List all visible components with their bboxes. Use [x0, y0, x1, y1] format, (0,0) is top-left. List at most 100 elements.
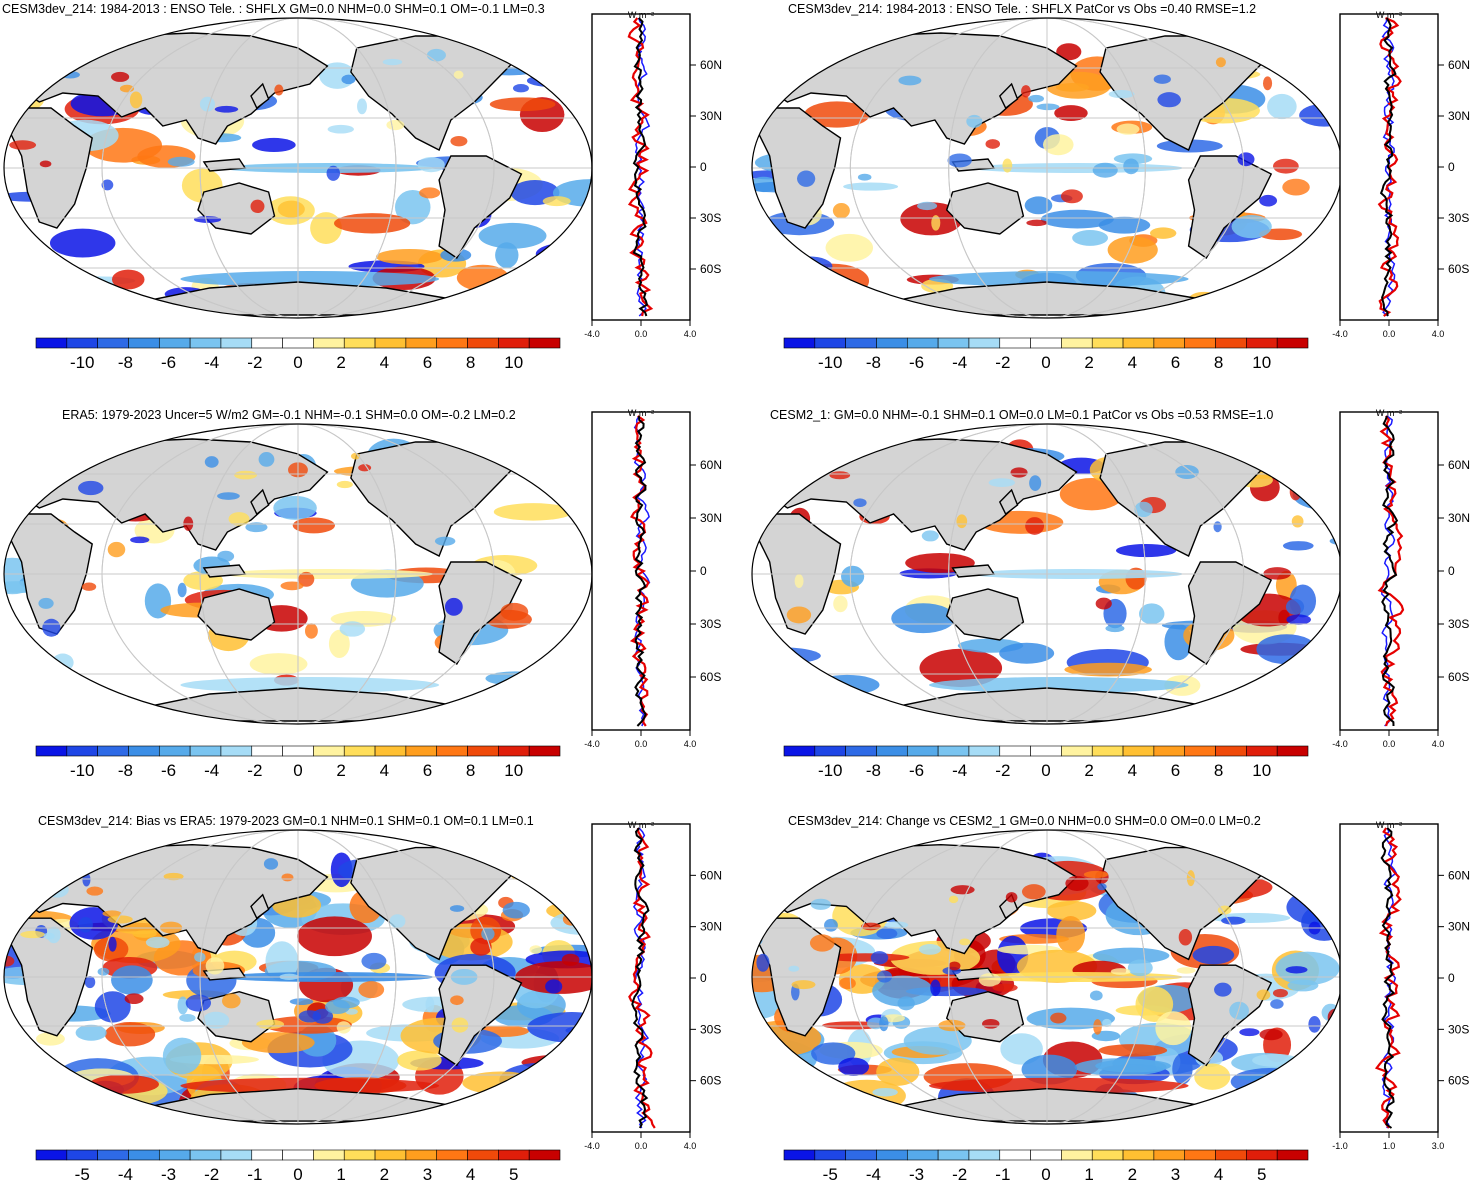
land-anomaly — [777, 66, 800, 78]
colorbar-swatch — [220, 1149, 253, 1161]
anomaly-patch — [1092, 947, 1170, 964]
southern-ocean-band — [929, 1077, 1189, 1094]
colorbar-label: -10 — [818, 353, 843, 372]
anomaly-patch — [44, 669, 73, 700]
land-anomaly — [1026, 219, 1048, 227]
anomaly-patch — [1149, 227, 1177, 239]
latitude-label: 60N — [1448, 458, 1470, 472]
anomaly-patch — [375, 248, 443, 265]
latitude-label: 0 — [700, 160, 707, 174]
anomaly-patch — [1231, 214, 1272, 239]
colorbar-label: 2 — [1084, 353, 1093, 372]
land-anomaly — [389, 914, 406, 929]
land-anomaly — [1102, 1018, 1112, 1028]
anomaly-patch — [841, 565, 865, 587]
colorbar-swatch — [876, 1149, 908, 1161]
anomaly-patch — [1040, 209, 1114, 229]
anomaly-patch — [811, 1042, 856, 1065]
anomaly-patch — [838, 1057, 870, 1077]
graticule — [752, 18, 1342, 318]
colorbar-swatch — [876, 745, 908, 757]
colorbar-swatch — [66, 1149, 98, 1161]
land-anomaly — [950, 885, 975, 895]
colorbar-swatch — [1030, 337, 1062, 349]
southern-ocean-band — [929, 677, 1189, 693]
colorbar-label: -8 — [118, 353, 133, 372]
colorbar-swatch — [1276, 1149, 1309, 1161]
anomaly-patch — [310, 212, 342, 245]
land-anomaly — [930, 979, 941, 997]
colorbar: -10 -8 -6 -4 -2 0 2 4 6 8 10 — [35, 337, 561, 372]
land-mass — [951, 564, 996, 578]
land-anomaly — [1010, 467, 1028, 478]
zonal-tick-label: -4.0 — [1332, 329, 1348, 339]
colorbar-swatch — [343, 1149, 376, 1161]
colorbar-label: -6 — [161, 761, 176, 780]
land-anomaly — [1127, 959, 1153, 977]
colorbar-swatch — [906, 337, 939, 349]
land-anomaly — [857, 173, 872, 181]
anomaly-patch — [771, 440, 819, 472]
colorbar-label: -5 — [823, 1165, 838, 1184]
anomaly-patch — [903, 1026, 972, 1055]
land-anomaly — [194, 952, 206, 963]
colorbar-label: 1 — [336, 1165, 345, 1184]
colorbar-swatch — [282, 337, 314, 349]
latitude-label: 60S — [1448, 1074, 1469, 1088]
colorbar-label: 4 — [1128, 761, 1137, 780]
colorbar-swatch — [158, 337, 191, 349]
land-anomaly — [1116, 123, 1140, 135]
anomaly-patch — [549, 649, 579, 667]
colorbar-label: -10 — [70, 761, 95, 780]
anomaly-patch — [94, 991, 131, 1023]
colorbar-label: -3 — [909, 1165, 924, 1184]
land-anomaly — [959, 938, 971, 946]
land-anomaly — [514, 854, 527, 871]
land-anomaly — [756, 953, 770, 972]
colorbar-label: 2 — [1128, 1165, 1137, 1184]
colorbar-swatch — [814, 337, 846, 349]
latitude-label: 30S — [700, 1022, 721, 1036]
land-anomaly — [752, 1026, 766, 1041]
colorbar-swatch — [1061, 337, 1093, 349]
panel-title: CESM2_1: GM=0.0 NHM=-0.1 SHM=0.1 OM=0.0 … — [770, 408, 1274, 422]
land-anomaly — [107, 915, 133, 924]
colorbar-label: -5 — [75, 1165, 90, 1184]
land-mass — [1235, 838, 1296, 867]
anomaly-patch — [241, 1032, 315, 1054]
land-mass — [945, 182, 1025, 235]
colorbar-swatch — [968, 337, 1001, 349]
land-anomaly — [797, 170, 816, 187]
land-anomaly — [453, 70, 464, 79]
land-anomaly — [145, 936, 170, 949]
land-anomaly — [1176, 967, 1196, 974]
anomaly-patch — [394, 189, 431, 225]
land-anomaly — [336, 1021, 351, 1034]
map-figure: -10 -8 -6 -4 -2 0 2 4 6 8 10 W m⁻² 60N 30N 0 30S 60S -4.0… — [3, 408, 722, 780]
anomaly-patch — [891, 603, 956, 634]
land-mass — [485, 838, 547, 867]
colorbar-swatch — [783, 337, 816, 349]
land-anomaly — [561, 953, 580, 966]
map-panel-1: CESM3dev_214: 1984-2013 : ENSO Tele. : S… — [0, 0, 742, 392]
land-mass — [998, 82, 1019, 110]
land-mass — [1235, 26, 1296, 55]
colorbar-swatch — [35, 337, 68, 349]
anomaly-patch — [1107, 236, 1158, 264]
anomaly-patch — [1275, 951, 1340, 986]
colorbar: -10 -8 -6 -4 -2 0 2 4 6 8 10 — [783, 337, 1309, 372]
anomaly-patch — [1056, 43, 1082, 61]
map-figure: -10 -8 -6 -4 -2 0 2 4 6 8 10 W m⁻² 60N 30N 0 30S 60S -4.0… — [751, 10, 1470, 372]
anomaly-patch — [1042, 134, 1074, 156]
colorbar-label: -6 — [909, 353, 924, 372]
land-anomaly — [765, 877, 794, 890]
land-mass — [438, 561, 523, 665]
colorbar-label: 4 — [1128, 353, 1137, 372]
anomaly-patch — [249, 653, 308, 675]
colorbar-label: -4 — [952, 761, 967, 780]
zonal-tick-label: 0.0 — [1383, 739, 1396, 749]
anomaly-patch — [21, 867, 43, 907]
land-anomaly — [917, 201, 938, 211]
land-anomaly — [1028, 94, 1044, 103]
zonal-tick-label: 0.0 — [635, 739, 648, 749]
